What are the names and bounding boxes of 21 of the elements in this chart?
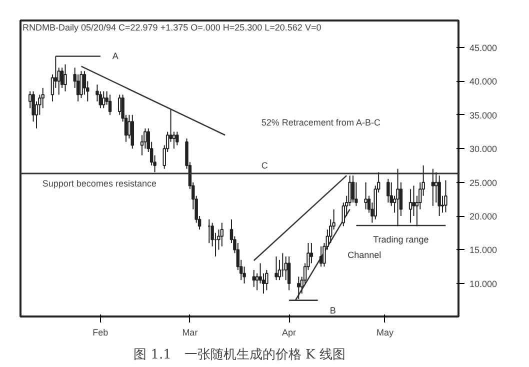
series-label: A bbox=[112, 51, 118, 62]
text: Channel bbox=[348, 250, 382, 260]
series-label: Trading range bbox=[373, 234, 429, 244]
y-tick-label: 45.000 bbox=[470, 42, 498, 53]
annotation: Support becomes resistance bbox=[42, 178, 156, 188]
x-tick-label: May bbox=[376, 328, 394, 338]
y-tick-label: 35.000 bbox=[470, 110, 498, 120]
chart-title: RNDMB-Daily 05/20/94 C=22.979 +1.375 O=.000 H=25.300 L=20.562 V=0 bbox=[22, 22, 322, 32]
y-tick-label: 20.000 bbox=[470, 212, 498, 222]
x-tick-label: Apr bbox=[282, 328, 296, 338]
y-tick-label: 30.000 bbox=[470, 144, 498, 154]
series-label: B bbox=[330, 305, 336, 316]
y-tick-label: 15.000 bbox=[470, 245, 498, 256]
y-tick-label: 10.000 bbox=[470, 278, 498, 289]
annotation: 52% Retracement from A-B-C bbox=[261, 118, 381, 128]
x-tick-label: Mar bbox=[182, 328, 198, 338]
x-tick-label: Feb bbox=[92, 328, 108, 338]
y-tick-label: 40.000 bbox=[470, 76, 498, 87]
caption: 图 1.1 一张随机生成的价格 K 线图 bbox=[134, 348, 346, 362]
y-tick-label: 25.000 bbox=[470, 178, 498, 188]
ref-line-label: C bbox=[261, 160, 268, 171]
